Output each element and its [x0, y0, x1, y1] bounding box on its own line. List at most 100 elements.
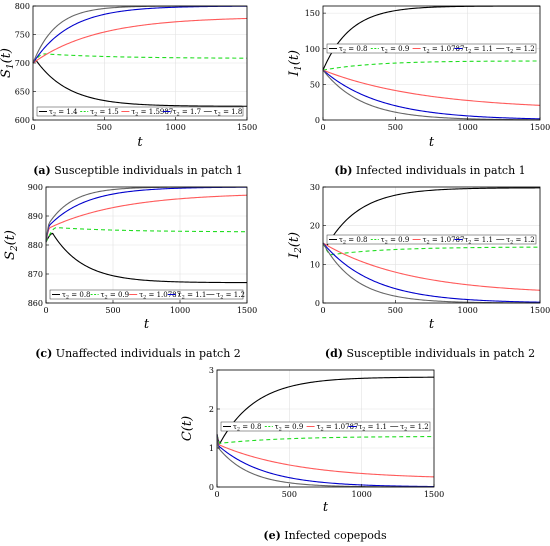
series-line-d-3: [322, 242, 541, 303]
y-axis-label: S2(t): [3, 230, 20, 260]
x-tick-label: 1000: [351, 490, 371, 499]
y-tick-label: 30: [310, 183, 320, 192]
series-line-c-4: [45, 186, 247, 243]
legend-label: τ2 = 1.5987: [131, 108, 173, 118]
series-line-b-1: [322, 60, 540, 71]
legend-label: τ2 = 1.4: [49, 108, 78, 118]
legend-label: τ2 = 1.1: [358, 423, 387, 433]
y-tick-label: 3: [209, 366, 214, 375]
x-axis-label: t: [144, 317, 150, 332]
y-tick-label: 20: [310, 222, 320, 231]
x-tick-label: 500: [388, 306, 403, 315]
series-line-d-0: [322, 187, 540, 246]
x-tick-label: 0: [43, 306, 48, 315]
x-tick-label: 1000: [457, 123, 477, 132]
legend-label: τ2 = 0.8: [339, 45, 368, 55]
y-tick-label: 870: [28, 270, 43, 279]
series-line-e-1: [216, 434, 435, 444]
series-line-e-2: [216, 434, 435, 478]
x-tick-label: 500: [105, 306, 120, 315]
legend-label: τ2 = 1.1: [464, 45, 493, 55]
series-line-c-2: [45, 194, 248, 243]
y-tick-label: 860: [28, 299, 43, 308]
y-tick-label: 150: [305, 9, 320, 18]
y-tick-label: 890: [28, 212, 43, 221]
legend-label: τ2 = 1.5: [90, 108, 119, 118]
y-tick-label: 10: [310, 260, 320, 269]
legend-box: [36, 106, 244, 117]
x-tick-label: 0: [30, 123, 35, 132]
y-tick-label: 100: [305, 45, 320, 54]
x-tick-label: 1500: [530, 306, 550, 315]
legend-label: τ2 = 0.8: [233, 423, 262, 433]
x-tick-label: 1000: [457, 306, 477, 315]
series-line-e-0: [216, 376, 435, 445]
y-tick-label: 0: [209, 483, 214, 492]
legend-label: τ2 = 0.9: [101, 291, 130, 301]
x-tick-label: 1500: [237, 123, 257, 132]
x-axis-label: t: [429, 135, 435, 150]
chart-panel-a: 0 500 1000 1500 600 650 700 750 800 t S1(t) τ2 = 1.…: [0, 2, 257, 177]
y-tick-label: 750: [15, 31, 30, 40]
x-tick-label: 1000: [165, 123, 185, 132]
y-tick-label: 600: [15, 116, 30, 125]
series-line-a-2: [32, 17, 248, 64]
legend-box: [326, 43, 537, 54]
legend: τ2 = 1.4 τ2 = 1.5 τ2 = 1.5987 τ2 = 1.7 τ2 = …: [36, 106, 244, 118]
legend-label: τ2 = 1.8: [214, 108, 243, 118]
x-tick-label: 0: [214, 490, 219, 499]
y-axis-label: I2(t): [287, 232, 304, 259]
legend-label: τ2 = 1.0787: [317, 423, 359, 433]
x-tick-label: 500: [388, 123, 403, 132]
x-axis-label: t: [429, 317, 435, 332]
x-axis-label: t: [137, 135, 143, 150]
legend-label: τ2 = 1.2: [400, 423, 429, 433]
plot-frame: [322, 186, 541, 304]
plot-frame: [322, 5, 541, 121]
x-tick-label: 500: [97, 123, 112, 132]
panel-caption: (e) Infected copepods: [263, 529, 387, 542]
legend-box: [326, 234, 537, 245]
y-tick-label: 650: [15, 88, 30, 97]
legend-label: τ2 = 1.2: [506, 236, 535, 246]
legend-label: τ2 = 0.9: [381, 236, 410, 246]
series-line-a-0: [32, 58, 248, 107]
series-line-b-3: [322, 69, 541, 120]
chart-panel-d: 0 500 1000 1500 0 10 20 30 t I2(t) τ2 = 0.8 τ2 = 0.…: [287, 183, 550, 360]
legend-label: τ2 = 1.0787: [139, 291, 181, 301]
y-tick-label: 50: [310, 80, 320, 89]
y-tick-label: 880: [28, 241, 43, 250]
legend-label: τ2 = 0.8: [339, 236, 368, 246]
panel-caption: (b) Infected individuals in patch 1: [334, 164, 525, 177]
y-tick-label: 0: [315, 299, 320, 308]
series-line-b-2: [322, 69, 541, 106]
legend-label: τ2 = 0.9: [381, 45, 410, 55]
x-tick-label: 500: [282, 490, 297, 499]
y-axis-label: I1(t): [287, 50, 304, 77]
y-tick-label: 800: [15, 2, 30, 11]
series-line-b-4: [322, 69, 541, 121]
x-tick-label: 1500: [237, 306, 257, 315]
legend-label: τ2 = 1.2: [216, 291, 245, 301]
series-line-a-1: [32, 53, 247, 64]
plot-frame: [216, 369, 435, 488]
chart-panel-c: 0 500 1000 1500 860 870 880 890 900 t S2(t) τ2 = 0.…: [3, 183, 257, 360]
legend-label: τ2 = 1.1: [178, 291, 207, 301]
x-tick-label: 0: [320, 123, 325, 132]
legend-label: τ2 = 1.0787: [423, 45, 465, 55]
panel-caption: (a) Susceptible individuals in patch 1: [33, 164, 243, 177]
series-line-c-3: [45, 186, 248, 243]
y-axis-label: S1(t): [0, 48, 16, 78]
series-line-b-0: [322, 5, 541, 71]
legend-label: τ2 = 1.2: [506, 45, 535, 55]
legend-label: τ2 = 1.7: [173, 108, 202, 118]
x-tick-label: 0: [320, 306, 325, 315]
legend-label: τ2 = 0.8: [62, 291, 91, 301]
series-line-c-1: [45, 227, 248, 243]
